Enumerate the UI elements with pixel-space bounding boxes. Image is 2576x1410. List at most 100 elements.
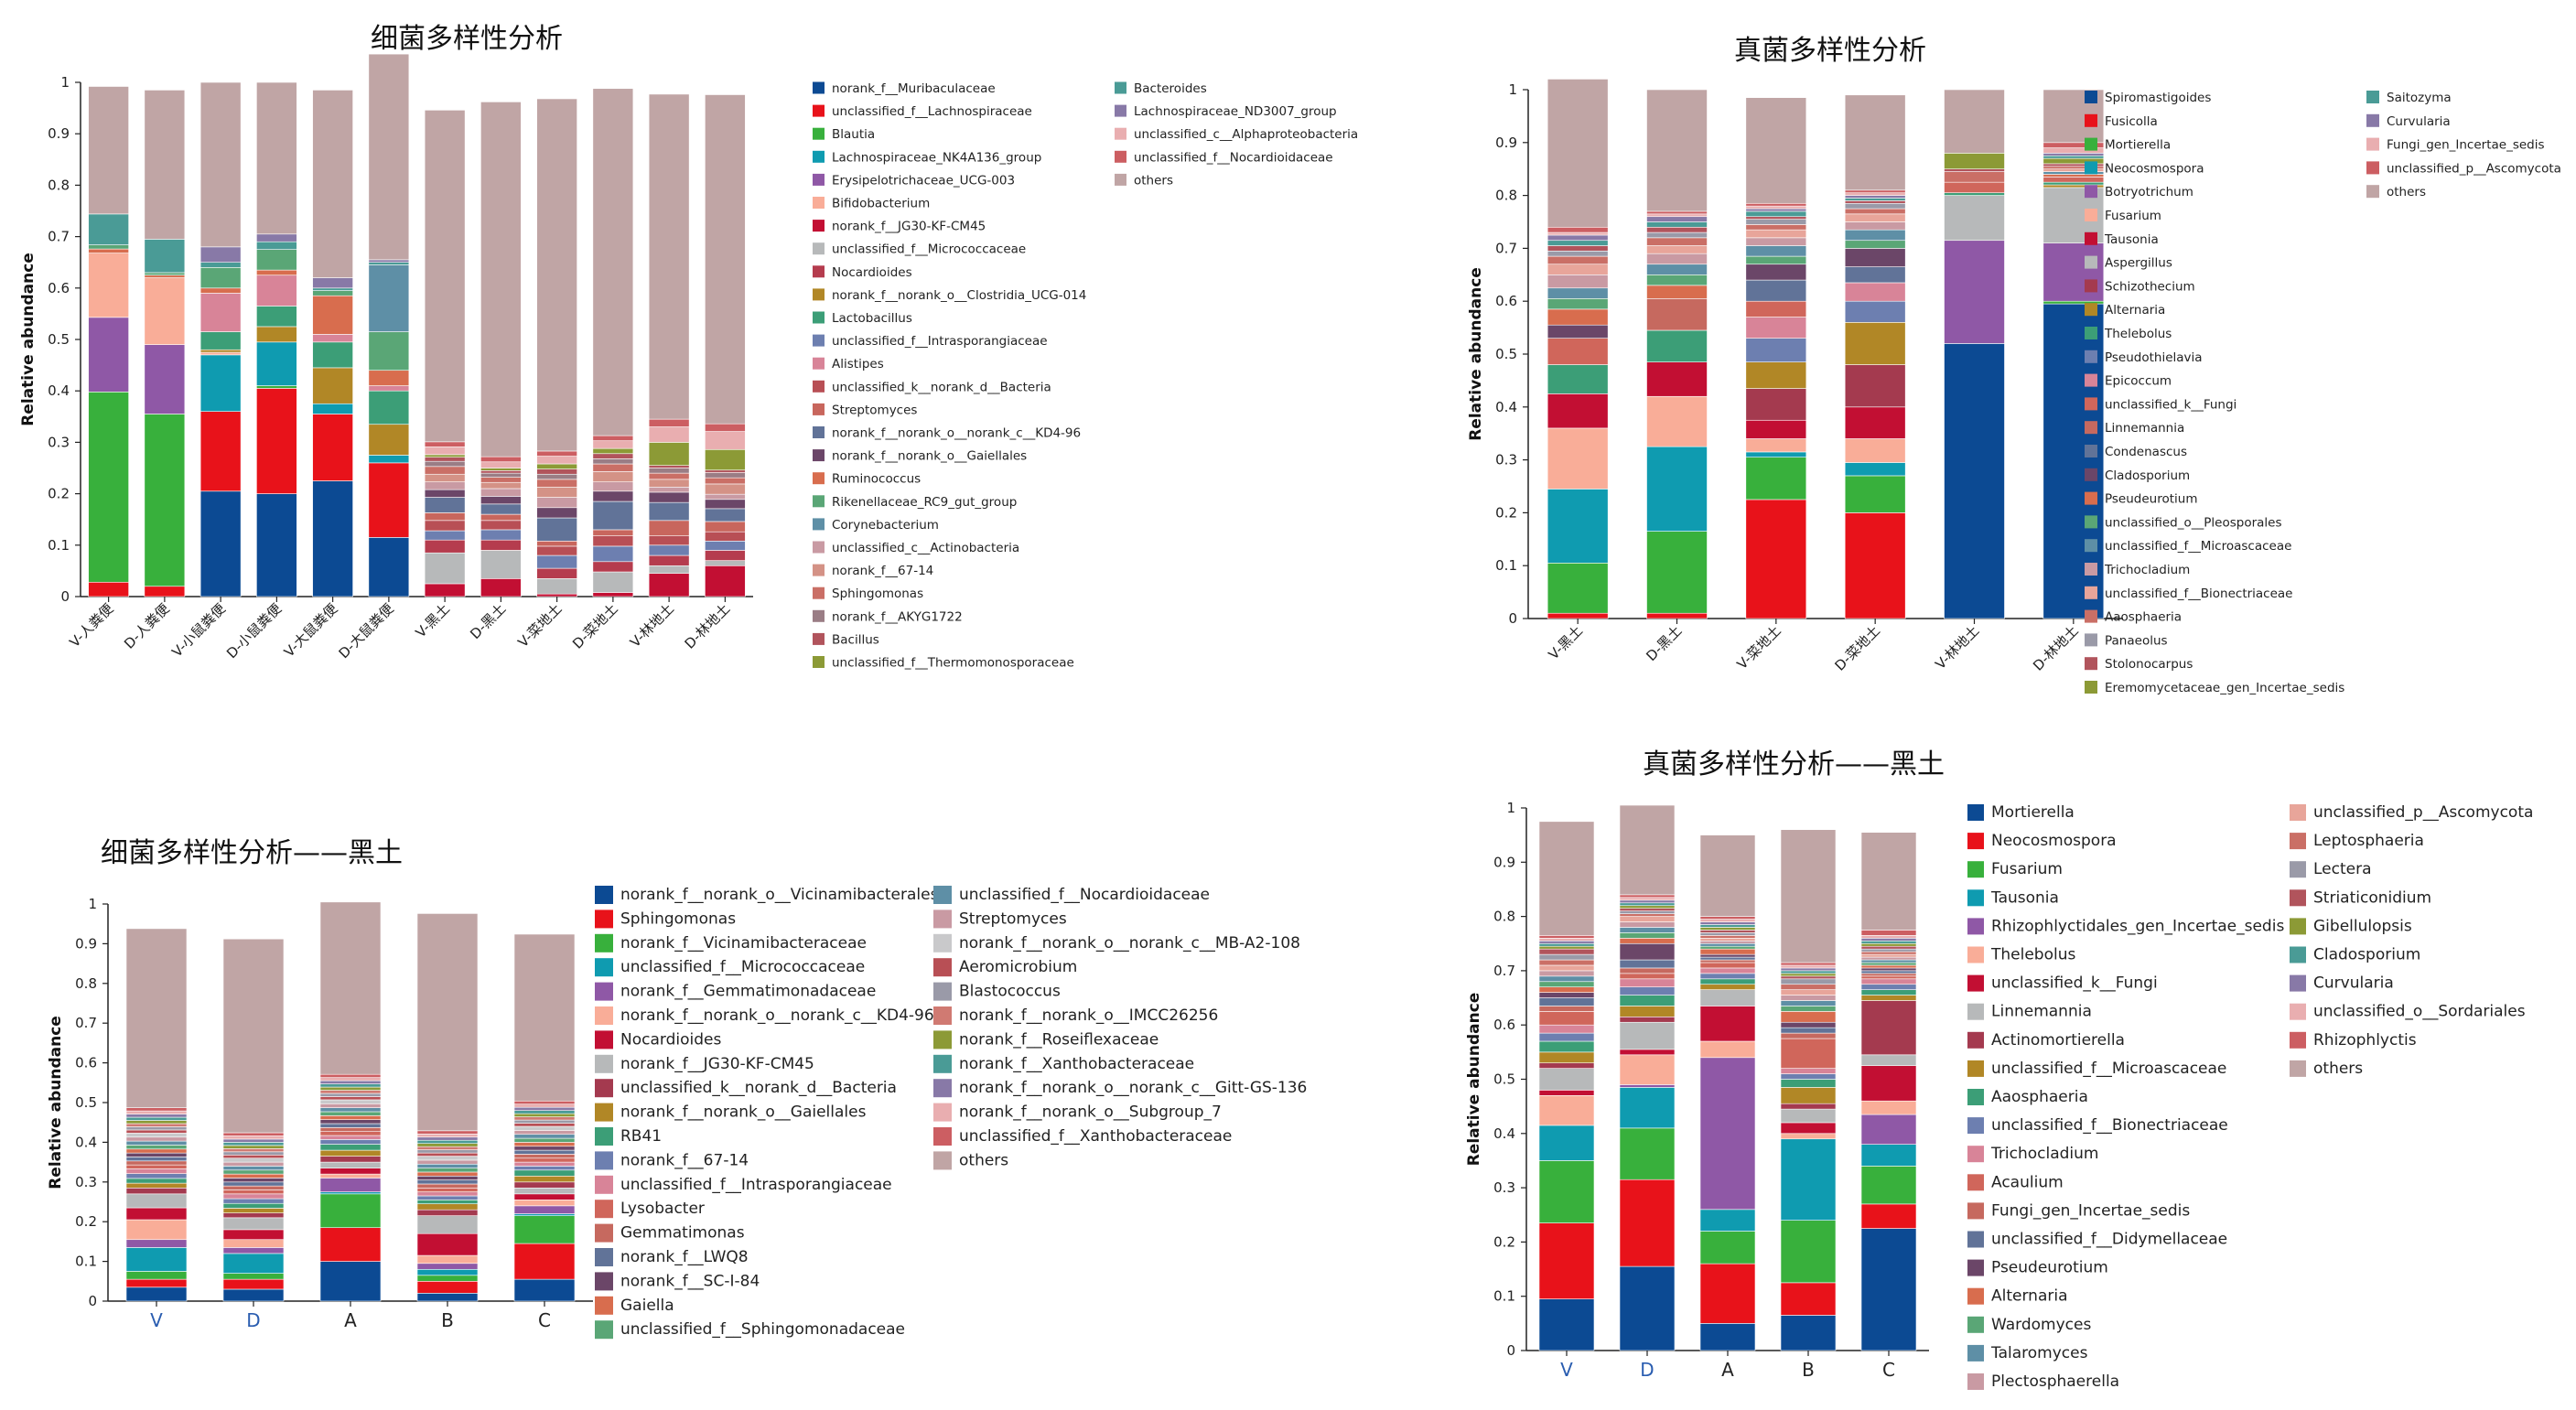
bar-segment	[222, 1154, 285, 1159]
legend-swatch	[2085, 586, 2097, 599]
bar-segment	[536, 479, 577, 488]
legend-swatch	[2290, 804, 2306, 821]
bar-segment	[1860, 945, 1917, 950]
bar-segment	[513, 1215, 576, 1244]
bar-segment	[1780, 1315, 1837, 1351]
legend-swatch	[1967, 1003, 1984, 1020]
bar-segment	[1619, 913, 1676, 917]
legend-swatch	[1967, 1373, 1984, 1390]
bar-segment	[536, 450, 577, 457]
bar-segment	[1619, 804, 1676, 896]
bar-segment	[256, 269, 297, 276]
bar-segment	[312, 367, 353, 404]
bar-segment	[319, 1123, 382, 1128]
bar-segment	[1860, 948, 1917, 953]
legend-swatch	[1115, 127, 1126, 140]
category-label: V-黑土	[413, 600, 453, 640]
bar-segment	[1547, 364, 1609, 394]
chart-title: 细菌多样性分析	[371, 23, 563, 55]
y-tick-label: 0.4	[48, 382, 70, 399]
bar-segment	[1844, 229, 1906, 242]
legend-swatch	[1967, 1089, 1984, 1105]
bar-segment	[1619, 908, 1676, 911]
bar-segment	[1699, 834, 1756, 917]
legend-swatch	[1967, 889, 1984, 907]
legend-label: Striaticonidium	[2313, 888, 2431, 907]
bar-segment	[1944, 168, 2005, 172]
bar-segment	[480, 539, 522, 551]
y-tick-label: 0.3	[48, 434, 70, 450]
bar-segment	[1547, 489, 1609, 564]
legend-label: unclassified_f__Micrococcaceae	[620, 958, 865, 976]
legend-swatch	[2085, 515, 2097, 529]
legend-label: RB41	[620, 1127, 662, 1146]
legend-label: norank_f__norank_o__norank_c__MB-A2-108	[959, 934, 1300, 953]
legend-label: Acaulium	[1991, 1173, 2064, 1191]
bar-segment	[480, 102, 522, 457]
bar-segment	[125, 1247, 188, 1272]
legend-label: Lysobacter	[620, 1200, 705, 1218]
bar-segment	[1780, 1282, 1837, 1316]
legend-swatch	[595, 1079, 613, 1098]
bar-segment	[1780, 967, 1837, 972]
bar-segment	[222, 1189, 285, 1195]
bar-segment	[536, 456, 577, 465]
bar-segment	[480, 461, 522, 468]
legend-label: Lachnospiraceae_ND3007_group	[1134, 104, 1337, 119]
category-label: V-大鼠粪便	[281, 600, 341, 661]
bar-segment	[416, 1152, 479, 1157]
bar-segment	[1538, 1222, 1595, 1299]
category-label: D-黑土	[1643, 622, 1685, 664]
bar-segment	[416, 1215, 479, 1234]
bar-segment	[1699, 1057, 1756, 1211]
legend-label: norank_f__LWQ8	[620, 1248, 749, 1266]
legend-label: Curvularia	[2387, 114, 2451, 129]
bar-segment	[424, 481, 466, 490]
legend-swatch	[813, 104, 825, 117]
bar-segment	[312, 414, 353, 481]
bar-segment	[222, 1169, 285, 1175]
y-tick-label: 1	[1506, 800, 1515, 816]
legend-swatch	[813, 357, 825, 370]
legend-swatch	[1967, 1259, 1984, 1276]
bar-segment	[222, 1229, 285, 1241]
legend-label: unclassified_k__norank_d__Bacteria	[832, 380, 1051, 394]
bar-segment	[705, 508, 746, 522]
bar-segment	[536, 567, 577, 579]
bar-segment	[416, 1209, 479, 1216]
legend-label: Sphingomonas	[832, 587, 923, 601]
legend-swatch	[595, 933, 613, 953]
bar-segment	[88, 317, 129, 393]
bar-segment	[319, 1161, 382, 1168]
bar-segment	[222, 1239, 285, 1248]
bar-segment	[1844, 240, 1906, 249]
bar-segment	[536, 468, 577, 475]
bar-segment	[125, 1239, 188, 1248]
bar-segment	[1860, 959, 1917, 963]
y-tick-label: 0.2	[1495, 504, 1517, 521]
legend-label: Corynebacterium	[832, 518, 939, 533]
y-tick-label: 0.7	[1493, 963, 1515, 979]
legend-label: unclassified_k__norank_d__Bacteria	[620, 1079, 897, 1097]
bar-segment	[125, 1164, 188, 1169]
bar-segment	[125, 1173, 188, 1179]
bar-segment	[368, 264, 410, 332]
legend-label: Condenascus	[2105, 445, 2187, 459]
bar-segment	[319, 1103, 382, 1108]
legend-swatch	[933, 958, 952, 977]
bar-segment	[222, 1202, 285, 1209]
bar-segment	[648, 426, 690, 443]
bar-segment	[1860, 978, 1917, 985]
legend-swatch	[933, 982, 952, 1001]
bar-segment	[1547, 255, 1609, 265]
bar-segment	[1745, 264, 1807, 281]
bar-segment	[1547, 427, 1609, 490]
bar-segment	[1619, 986, 1676, 996]
legend-label: Epicoccum	[2105, 374, 2172, 389]
bar-segment	[536, 98, 577, 452]
bar-segment	[222, 1288, 285, 1302]
bar-segment	[1619, 967, 1676, 974]
bar-segment	[88, 248, 129, 253]
bar-segment	[592, 561, 634, 573]
chart-svg: 真菌多样性分析 Relative abundance 0 0.1 0.2 0.3 0.4 0.…	[1467, 35, 2561, 695]
